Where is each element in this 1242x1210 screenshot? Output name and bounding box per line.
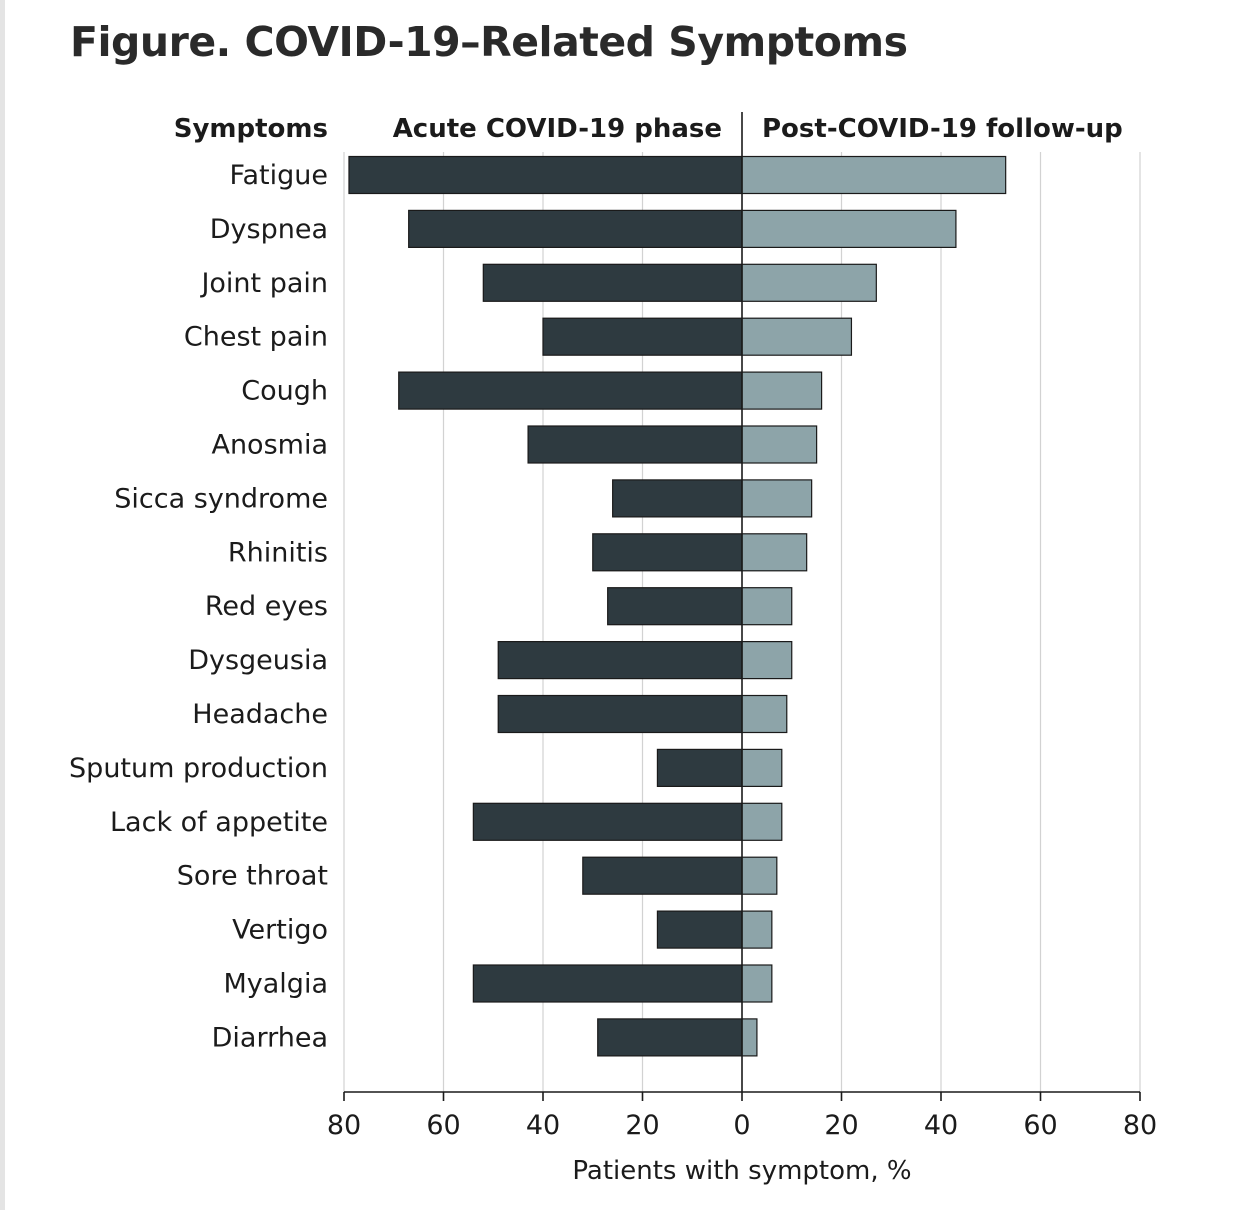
- label-layer: Fatigue Dyspnea Joint pain Chest pain Cough A…: [69, 114, 1157, 1186]
- bar-post-anosmia: [741, 425, 818, 464]
- bar-acute-headache: [497, 694, 743, 734]
- bar-post-fatigue: [741, 155, 1007, 195]
- header-acute-phase: Acute COVID-19 phase: [393, 114, 722, 144]
- page-edge: [0, 0, 5, 1210]
- bar-acute-dysgeusia: [497, 640, 743, 680]
- figure-title: Figure. COVID-19–Related Symptoms: [70, 18, 908, 66]
- category-label-diarrhea: Diarrhea: [212, 1022, 328, 1053]
- bar-post-myalgia: [741, 964, 773, 1003]
- bar-acute-rhinitis: [592, 533, 743, 572]
- x-tick-label-2: 40: [526, 1110, 560, 1141]
- category-label-dysgeusia: Dysgeusia: [188, 645, 328, 676]
- category-label-fatigue: Fatigue: [229, 160, 328, 191]
- category-label-sicca-syndrome: Sicca syndrome: [114, 483, 328, 514]
- bar-post-dysgeusia: [741, 640, 793, 680]
- category-label-dyspnea: Dyspnea: [210, 214, 328, 245]
- category-label-cough: Cough: [241, 376, 328, 407]
- x-tick-label-6: 40: [924, 1110, 958, 1141]
- bar-layer: [348, 155, 1007, 1057]
- category-label-sputum-production: Sputum production: [69, 753, 328, 784]
- bar-post-chest-pain: [741, 317, 853, 356]
- header-post-followup: Post-COVID-19 follow-up: [762, 114, 1123, 144]
- category-label-myalgia: Myalgia: [223, 969, 328, 1000]
- bar-post-diarrhea: [741, 1018, 758, 1057]
- bar-post-red-eyes: [741, 587, 793, 626]
- category-label-vertigo: Vertigo: [232, 915, 328, 946]
- category-label-joint-pain: Joint pain: [199, 268, 328, 299]
- x-tick-label-8: 80: [1123, 1110, 1157, 1141]
- x-tick-label-3: 20: [625, 1110, 659, 1141]
- bar-acute-cough: [398, 371, 743, 410]
- category-label-sore-throat: Sore throat: [177, 861, 328, 892]
- bar-acute-diarrhea: [597, 1018, 743, 1057]
- bar-acute-lack-of-appetite: [472, 802, 743, 841]
- bar-acute-sore-throat: [582, 856, 743, 895]
- bar-acute-myalgia: [472, 964, 743, 1003]
- x-tick-label-0: 80: [327, 1110, 361, 1141]
- category-label-lack-of-appetite: Lack of appetite: [110, 807, 328, 838]
- bar-acute-fatigue: [348, 155, 743, 195]
- bar-post-sicca-syndrome: [741, 479, 813, 518]
- bar-post-sputum-production: [741, 748, 783, 788]
- category-label-rhinitis: Rhinitis: [228, 537, 328, 568]
- bar-post-cough: [741, 371, 823, 410]
- bar-post-dyspnea: [741, 209, 957, 248]
- bar-acute-chest-pain: [542, 317, 743, 356]
- bar-post-joint-pain: [741, 263, 877, 302]
- bar-post-lack-of-appetite: [741, 802, 783, 841]
- category-label-anosmia: Anosmia: [211, 430, 328, 461]
- header-symptoms: Symptoms: [174, 114, 328, 144]
- bar-acute-vertigo: [656, 910, 743, 949]
- bar-post-sore-throat: [741, 856, 778, 895]
- category-label-red-eyes: Red eyes: [205, 591, 328, 622]
- bar-post-rhinitis: [741, 533, 808, 572]
- axis-layer: [343, 112, 1141, 1101]
- bar-acute-anosmia: [527, 425, 743, 464]
- bar-acute-sicca-syndrome: [612, 479, 743, 518]
- bar-post-headache: [741, 694, 788, 734]
- x-axis-title: Patients with symptom, %: [572, 1156, 911, 1186]
- x-tick-label-5: 20: [824, 1110, 858, 1141]
- x-tick-label-4: 0: [733, 1110, 750, 1141]
- x-tick-label-1: 60: [426, 1110, 460, 1141]
- bar-acute-red-eyes: [607, 587, 743, 626]
- bar-acute-sputum-production: [656, 748, 743, 788]
- x-tick-label-7: 60: [1023, 1110, 1057, 1141]
- category-label-headache: Headache: [192, 699, 328, 730]
- bar-post-vertigo: [741, 910, 773, 949]
- category-label-chest-pain: Chest pain: [184, 322, 328, 353]
- grid-layer: [343, 152, 1141, 1092]
- bar-acute-dyspnea: [408, 209, 743, 248]
- bar-acute-joint-pain: [482, 263, 743, 302]
